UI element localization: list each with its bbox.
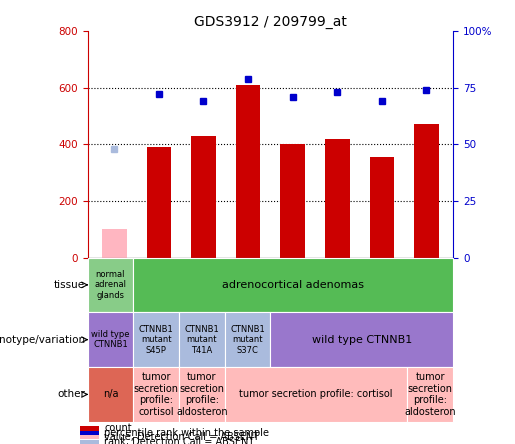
- Text: adrenocortical adenomas: adrenocortical adenomas: [222, 280, 364, 290]
- Bar: [133, 258, 453, 312]
- Bar: [191, 136, 216, 258]
- Bar: [88, 258, 133, 312]
- Bar: [179, 312, 225, 367]
- Text: percentile rank within the sample: percentile rank within the sample: [104, 428, 269, 438]
- Text: genotype/variation: genotype/variation: [0, 335, 85, 345]
- Bar: [414, 124, 439, 258]
- Bar: [133, 367, 179, 422]
- Bar: [79, 435, 99, 440]
- Text: wild type
CTNNB1: wild type CTNNB1: [91, 330, 130, 349]
- Bar: [225, 367, 407, 422]
- Title: GDS3912 / 209799_at: GDS3912 / 209799_at: [194, 15, 347, 29]
- Bar: [179, 367, 225, 422]
- Bar: [407, 367, 453, 422]
- Bar: [370, 157, 394, 258]
- Bar: [79, 431, 99, 435]
- Bar: [236, 85, 261, 258]
- Bar: [79, 426, 99, 431]
- Text: count: count: [104, 424, 132, 433]
- Text: tumor
secretion
profile:
aldosteron: tumor secretion profile: aldosteron: [405, 372, 456, 417]
- Text: CTNNB1
mutant
T41A: CTNNB1 mutant T41A: [184, 325, 219, 355]
- Bar: [79, 440, 99, 444]
- Bar: [147, 147, 171, 258]
- Text: wild type CTNNB1: wild type CTNNB1: [312, 335, 412, 345]
- Text: n/a: n/a: [102, 389, 118, 400]
- Bar: [102, 229, 127, 258]
- Text: tumor secretion profile: cortisol: tumor secretion profile: cortisol: [239, 389, 393, 400]
- Text: value, Detection Call = ABSENT: value, Detection Call = ABSENT: [104, 432, 260, 442]
- Text: CTNNB1
mutant
S45P: CTNNB1 mutant S45P: [139, 325, 174, 355]
- Bar: [270, 312, 453, 367]
- Bar: [280, 144, 305, 258]
- Bar: [325, 139, 350, 258]
- Text: normal
adrenal
glands: normal adrenal glands: [94, 270, 126, 300]
- Text: tumor
secretion
profile:
cortisol: tumor secretion profile: cortisol: [133, 372, 179, 417]
- Bar: [225, 312, 270, 367]
- Bar: [88, 312, 133, 367]
- Text: CTNNB1
mutant
S37C: CTNNB1 mutant S37C: [230, 325, 265, 355]
- Bar: [133, 312, 179, 367]
- Text: tissue: tissue: [54, 280, 85, 290]
- Text: rank, Detection Call = ABSENT: rank, Detection Call = ABSENT: [104, 437, 254, 444]
- Text: other: other: [57, 389, 85, 400]
- Text: tumor
secretion
profile:
aldosteron: tumor secretion profile: aldosteron: [176, 372, 228, 417]
- Bar: [88, 367, 133, 422]
